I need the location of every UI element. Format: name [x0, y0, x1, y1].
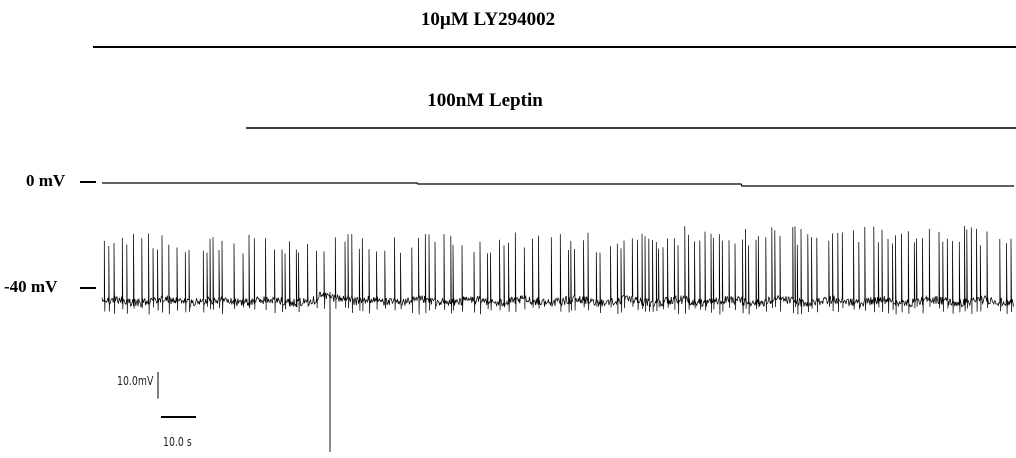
minus40-mv-label: -40 mV [4, 277, 58, 296]
zero-mv-label: 0 mV [26, 171, 66, 190]
membrane-potential-trace [101, 225, 1015, 315]
ly294002-label: 10µM LY294002 [420, 9, 556, 30]
time-scale-label: 10.0 s [163, 435, 192, 449]
zero-mv-baseline [102, 182, 1014, 187]
leptin-label: 100nM Leptin [427, 90, 543, 111]
voltage-scale-label: 10.0mV [117, 374, 154, 388]
